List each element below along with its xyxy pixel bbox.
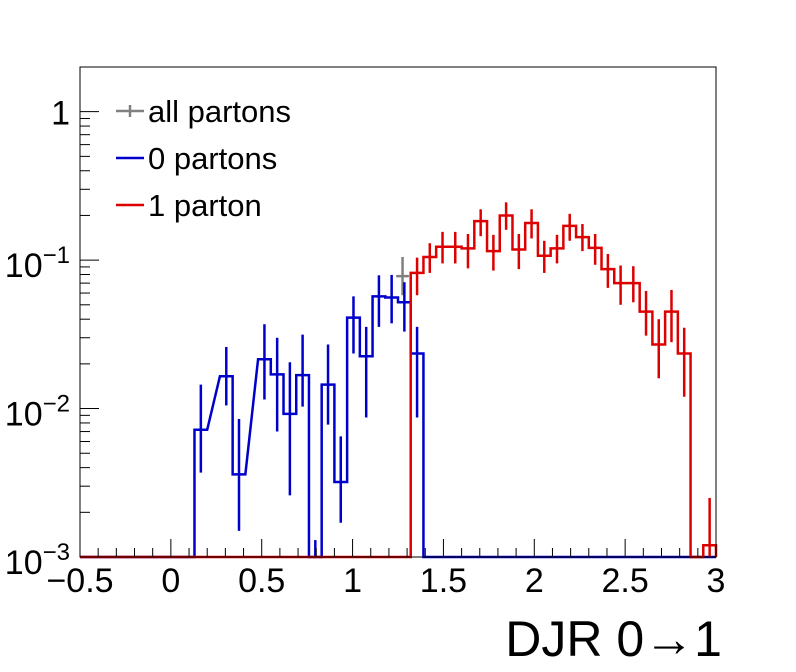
y-tick-label: 10−1 [5, 242, 70, 285]
axis-ticks [79, 66, 717, 558]
x-tick-label: 1 [343, 562, 362, 600]
series-layer [80, 202, 718, 559]
x-tick-label: 1.5 [420, 562, 467, 600]
x-tick-label: 3 [707, 562, 726, 600]
histogram-step [80, 214, 718, 559]
x-tick-label: 2.5 [602, 562, 649, 600]
y-tick-label: 10−3 [5, 539, 70, 582]
y-tick-label: 1 [51, 95, 70, 133]
series-0-partons [80, 274, 716, 559]
x-tick-label: −0.5 [46, 562, 113, 600]
x-axis-title: DJR 0→1 [505, 611, 722, 667]
y-tick-labels: 1 10−1 10−2 10−3 [5, 95, 70, 582]
x-tick-label: 2 [525, 562, 544, 600]
x-tick-label: 0 [161, 562, 180, 600]
x-tick-labels: −0.5 0 0.5 1 1.5 2 2.5 3 [46, 562, 725, 600]
legend-label: all partons [148, 94, 291, 129]
series-all-partons [396, 256, 409, 296]
legend-label: 1 parton [148, 188, 262, 223]
legend: all partons 0 partons 1 parton [116, 94, 291, 223]
histogram-step [80, 295, 716, 559]
series-1-parton [80, 202, 718, 559]
y-tick-label: 10−2 [5, 391, 70, 434]
plot-frame [79, 66, 717, 558]
x-tick-label: 0.5 [238, 562, 285, 600]
legend-label: 0 partons [148, 141, 277, 176]
